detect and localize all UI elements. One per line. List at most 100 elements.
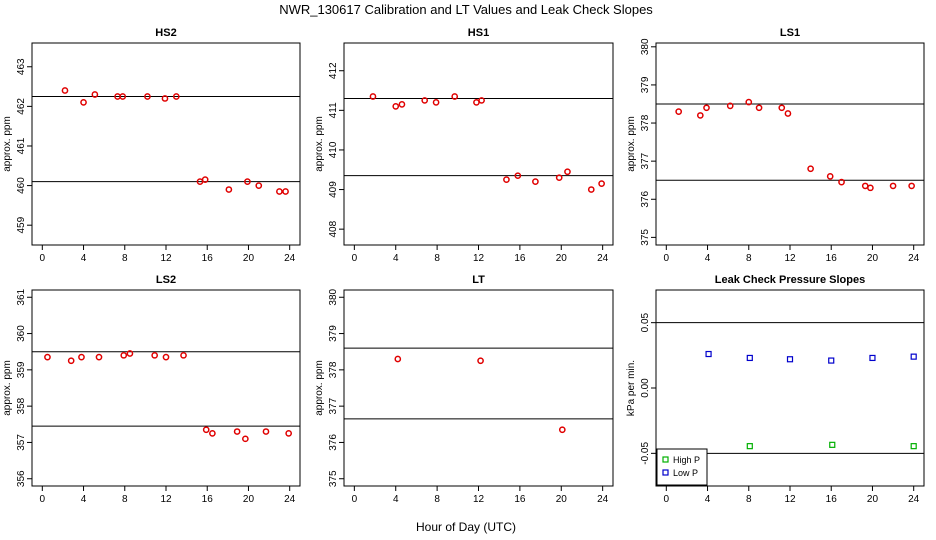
plot-frame: [343, 289, 614, 487]
x-tick-label: 20: [243, 253, 255, 264]
panel-2: LS1 0 4 8 12 16 20 24 375 376 377 378 379 380 approx. …: [626, 27, 925, 264]
y-tick-label: 375: [328, 470, 339, 487]
panel-title: LS1: [780, 27, 800, 39]
data-point: [829, 441, 836, 448]
x-tick-label: 0: [664, 253, 670, 264]
data-point: [778, 104, 786, 112]
x-tick-label: 8: [122, 494, 128, 505]
x-tick-label: 20: [867, 494, 879, 505]
y-tick-label: 356: [16, 470, 27, 487]
y-tick-label: -0.05: [640, 442, 651, 465]
x-tick-label: 12: [473, 253, 485, 264]
x-tick-label: 20: [556, 253, 568, 264]
panel-5: Leak Check Pressure Slopes 0 4 8 12 16 20 24 -0.…: [626, 274, 925, 505]
data-point: [696, 112, 704, 119]
y-axis-label: approx. ppm: [2, 360, 13, 416]
x-tick-label: 16: [826, 253, 838, 264]
data-point: [151, 351, 159, 359]
y-tick-label: 409: [328, 181, 339, 198]
data-point: [95, 353, 103, 361]
x-tick-label: 16: [514, 494, 526, 505]
data-point: [910, 353, 917, 360]
data-point: [67, 357, 75, 365]
data-point: [201, 176, 209, 183]
x-tick-label: 24: [908, 253, 920, 264]
x-tick-label: 4: [705, 253, 711, 264]
panels: HS2 0 4 8 12 16 20 24 459 460 461 462 463 approx. ppm…: [2, 27, 925, 505]
panel-title: LS2: [156, 274, 176, 286]
data-point: [392, 103, 400, 110]
x-tick-label: 0: [352, 494, 358, 505]
x-tick-label: 16: [202, 494, 214, 505]
y-tick-label: 376: [640, 190, 651, 207]
data-point: [726, 102, 734, 110]
y-tick-label: 375: [640, 229, 651, 246]
data-point: [503, 176, 510, 183]
y-tick-label: 380: [328, 288, 339, 305]
x-tick-label: 12: [784, 494, 796, 505]
y-tick-label: 357: [16, 434, 27, 451]
x-tick-label: 4: [393, 494, 399, 505]
x-tick-label: 8: [434, 253, 440, 264]
x-tick-label: 12: [473, 494, 485, 505]
legend-swatch: [662, 469, 669, 476]
panel-title: HS1: [468, 27, 489, 39]
y-tick-label: 0.00: [640, 378, 651, 398]
y-tick-label: 361: [16, 288, 27, 305]
data-point: [478, 97, 485, 104]
y-tick-label: 0.05: [640, 312, 651, 332]
legend-label: Low P: [673, 468, 698, 478]
y-axis-label: approx. ppm: [626, 116, 637, 172]
data-point: [61, 87, 69, 94]
data-point: [532, 178, 539, 185]
panel-title: LT: [472, 274, 485, 286]
data-point: [282, 188, 289, 195]
data-point: [180, 351, 187, 359]
x-tick-label: 0: [352, 253, 358, 264]
y-tick-label: 461: [16, 137, 27, 154]
data-point: [451, 93, 459, 100]
data-point: [587, 186, 595, 193]
x-tick-label: 4: [393, 253, 399, 264]
data-point: [826, 173, 834, 180]
data-point: [242, 435, 249, 443]
data-point: [746, 443, 753, 450]
plot-frame: [343, 42, 614, 246]
data-point: [398, 101, 406, 108]
data-point: [432, 99, 440, 106]
data-point: [225, 186, 233, 193]
data-point: [564, 168, 571, 176]
y-tick-label: 358: [16, 397, 27, 414]
data-point: [233, 428, 241, 435]
y-tick-label: 359: [16, 361, 27, 378]
data-point: [44, 353, 51, 361]
legend: High P Low P: [656, 448, 708, 486]
data-point: [558, 426, 566, 434]
y-tick-label: 379: [328, 325, 339, 342]
data-point: [838, 178, 845, 186]
data-point: [910, 443, 917, 450]
data-point: [746, 354, 753, 362]
x-tick-label: 16: [202, 253, 214, 264]
x-tick-label: 20: [556, 494, 568, 505]
panel-title: Leak Check Pressure Slopes: [715, 274, 865, 286]
data-point: [369, 93, 377, 100]
y-tick-label: 360: [16, 325, 27, 342]
x-tick-label: 24: [597, 253, 609, 264]
x-tick-label: 12: [160, 253, 172, 264]
data-point: [514, 172, 522, 180]
data-point: [867, 184, 874, 192]
plot-frame: [31, 42, 301, 246]
x-tick-label: 8: [746, 253, 752, 264]
data-point: [705, 350, 712, 358]
data-point: [91, 91, 99, 98]
y-tick-label: 378: [328, 361, 339, 378]
x-tick-label: 24: [284, 494, 296, 505]
data-point: [675, 108, 683, 115]
data-point: [784, 110, 792, 117]
legend-box: [656, 448, 708, 486]
data-point: [202, 426, 210, 434]
x-tick-label: 16: [514, 253, 526, 264]
y-tick-label: 463: [16, 58, 27, 75]
data-point: [285, 430, 293, 437]
